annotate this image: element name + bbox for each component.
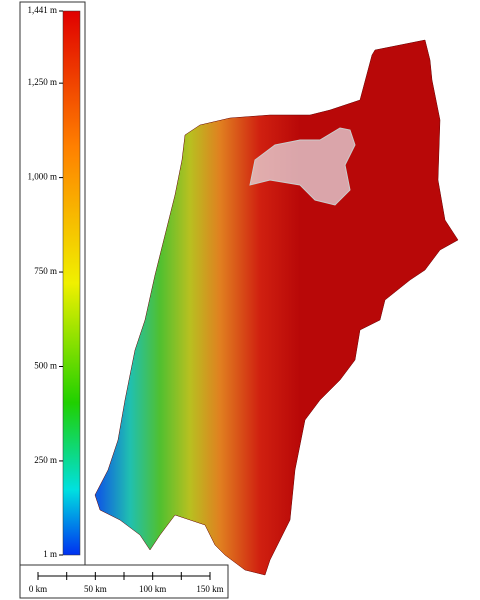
legend-label: 1 m <box>43 549 57 559</box>
legend-label: 1,000 m <box>27 172 57 182</box>
scale-box <box>19 564 229 599</box>
scale-label: 100 km <box>139 584 166 594</box>
scale-minor-ticks <box>66 572 182 580</box>
scale-label: 50 km <box>84 584 107 594</box>
legend-label: 1,441 m <box>27 5 57 15</box>
legend-label: 750 m <box>34 266 57 276</box>
legend-label: 1,250 m <box>27 77 57 87</box>
highlighted-area <box>249 127 356 206</box>
scale-label: 150 km <box>196 584 223 594</box>
legend-label: 250 m <box>34 455 57 465</box>
legend-label: 500 m <box>34 361 57 371</box>
region-terrain <box>94 39 459 576</box>
color-bar <box>62 10 81 556</box>
scale-label: 0 km <box>29 584 47 594</box>
